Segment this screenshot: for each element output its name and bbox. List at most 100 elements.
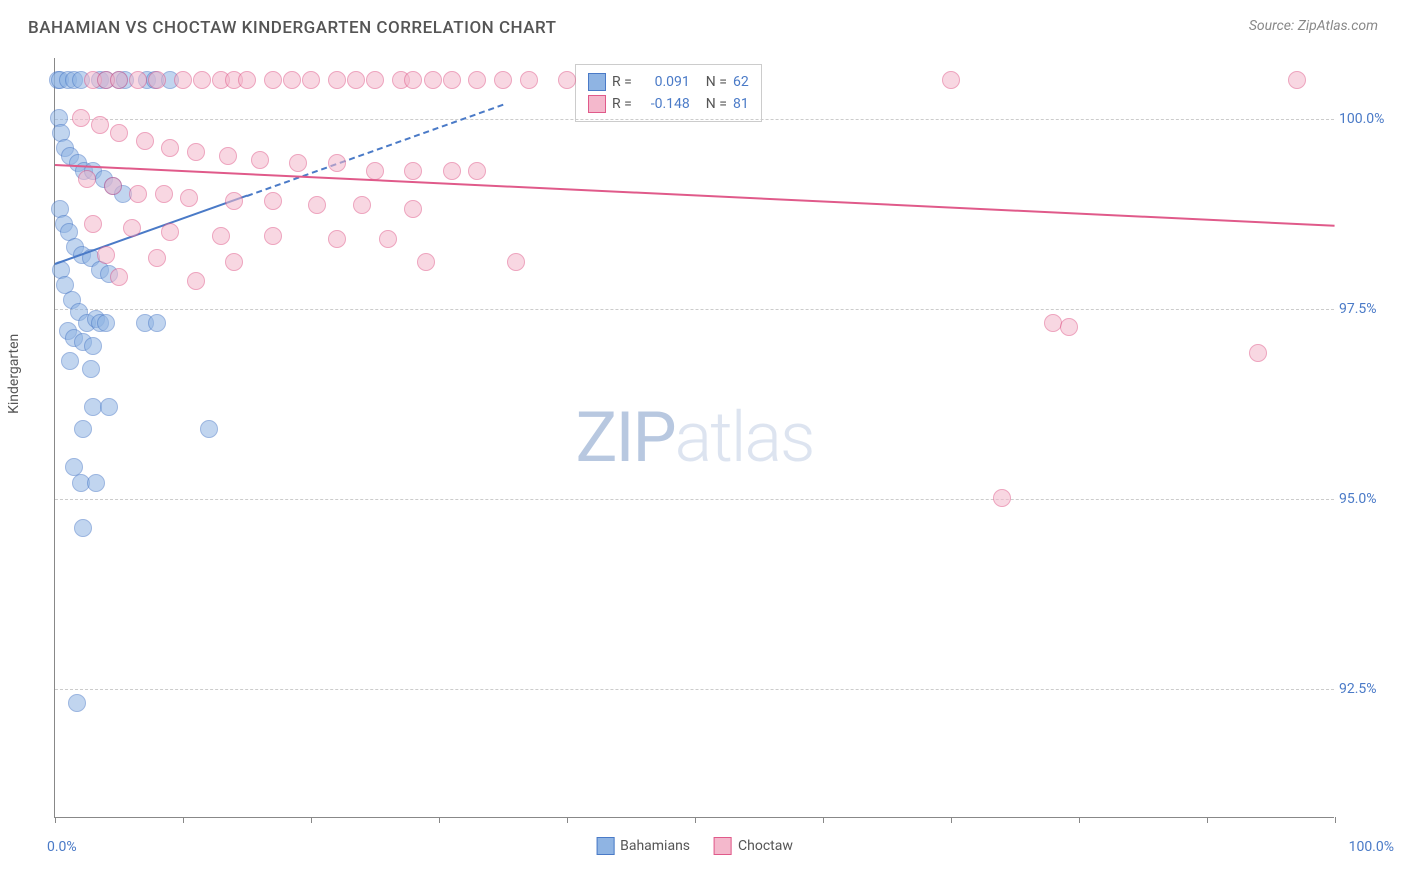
plot-area: ZIPatlas R =0.091N =62R =-0.148N =81 Bah… <box>54 58 1334 818</box>
scatter-point <box>1060 318 1078 336</box>
scatter-point <box>417 253 435 271</box>
legend-r-value: 0.091 <box>638 74 690 90</box>
scatter-point <box>283 71 301 89</box>
legend-row: R = 0.091 N = 62 <box>588 71 749 93</box>
x-tick <box>951 817 952 823</box>
legend-n-value: 62 <box>733 74 749 90</box>
scatter-point <box>264 71 282 89</box>
scatter-point <box>404 71 422 89</box>
y-tick-label: 97.5% <box>1339 301 1394 317</box>
correlation-legend: R =0.091N =62R =-0.148N =81 <box>575 64 762 122</box>
scatter-point <box>129 71 147 89</box>
legend-n-label: N = <box>706 74 727 90</box>
scatter-point <box>91 116 109 134</box>
x-tick <box>183 817 184 823</box>
scatter-point <box>424 71 442 89</box>
scatter-point <box>366 162 384 180</box>
scatter-point <box>100 398 118 416</box>
scatter-point <box>468 162 486 180</box>
legend-r-label: R = <box>612 74 632 90</box>
scatter-point <box>942 71 960 89</box>
scatter-point <box>180 189 198 207</box>
scatter-point <box>507 253 525 271</box>
legend-swatch <box>596 837 614 855</box>
scatter-point <box>238 71 256 89</box>
legend-item: Choctaw <box>714 837 793 855</box>
scatter-point <box>328 230 346 248</box>
scatter-point <box>520 71 538 89</box>
scatter-point <box>251 151 269 169</box>
scatter-point <box>302 71 320 89</box>
x-tick <box>311 817 312 823</box>
scatter-point <box>136 132 154 150</box>
scatter-point <box>289 154 307 172</box>
scatter-point <box>379 230 397 248</box>
scatter-point <box>84 337 102 355</box>
gridline <box>55 309 1334 310</box>
scatter-point <box>78 170 96 188</box>
legend-label: Choctaw <box>738 838 793 854</box>
scatter-point <box>187 143 205 161</box>
scatter-point <box>174 71 192 89</box>
chart-container: BAHAMIAN VS CHOCTAW KINDERGARTEN CORRELA… <box>0 0 1406 892</box>
y-axis-label: Kindergarten <box>6 334 22 414</box>
scatter-point <box>74 420 92 438</box>
scatter-point <box>161 139 179 157</box>
gridline <box>55 689 1334 690</box>
scatter-point <box>264 227 282 245</box>
scatter-point <box>148 71 166 89</box>
y-tick-label: 100.0% <box>1339 111 1394 127</box>
scatter-point <box>225 192 243 210</box>
scatter-point <box>97 314 115 332</box>
source-label: Source: ZipAtlas.com <box>1249 18 1378 34</box>
scatter-point <box>72 109 90 127</box>
series-legend: Bahamians Choctaw <box>596 837 793 855</box>
scatter-point <box>993 489 1011 507</box>
scatter-point <box>366 71 384 89</box>
y-tick-label: 95.0% <box>1339 491 1394 507</box>
legend-label: Bahamians <box>620 838 690 854</box>
x-axis-max-label: 100.0% <box>1349 839 1394 855</box>
x-tick <box>1079 817 1080 823</box>
y-tick-label: 92.5% <box>1339 681 1394 697</box>
x-tick <box>1335 817 1336 823</box>
scatter-point <box>74 519 92 537</box>
scatter-point <box>494 71 512 89</box>
x-axis-min-label: 0.0% <box>47 839 77 855</box>
legend-item: Bahamians <box>596 837 690 855</box>
chart-title: BAHAMIAN VS CHOCTAW KINDERGARTEN CORRELA… <box>28 18 557 38</box>
scatter-point <box>225 253 243 271</box>
scatter-point <box>148 314 166 332</box>
scatter-point <box>264 192 282 210</box>
scatter-point <box>97 246 115 264</box>
scatter-point <box>187 272 205 290</box>
scatter-point <box>328 154 346 172</box>
scatter-point <box>110 71 128 89</box>
scatter-point <box>1288 71 1306 89</box>
scatter-point <box>104 177 122 195</box>
scatter-point <box>308 196 326 214</box>
scatter-point <box>404 200 422 218</box>
scatter-point <box>404 162 422 180</box>
scatter-point <box>558 71 576 89</box>
scatter-point <box>468 71 486 89</box>
scatter-point <box>110 124 128 142</box>
watermark-zip: ZIP <box>576 397 675 479</box>
gridline <box>55 499 1334 500</box>
scatter-point <box>82 360 100 378</box>
scatter-point <box>347 71 365 89</box>
scatter-point <box>212 227 230 245</box>
x-tick <box>55 817 56 823</box>
legend-swatch <box>714 837 732 855</box>
scatter-point <box>328 71 346 89</box>
scatter-point <box>219 147 237 165</box>
legend-swatch <box>588 73 606 91</box>
scatter-point <box>193 71 211 89</box>
scatter-point <box>200 420 218 438</box>
x-tick <box>1207 817 1208 823</box>
scatter-point <box>123 219 141 237</box>
scatter-point <box>161 223 179 241</box>
legend-n-label: N = <box>706 96 727 112</box>
scatter-point <box>353 196 371 214</box>
scatter-point <box>61 352 79 370</box>
